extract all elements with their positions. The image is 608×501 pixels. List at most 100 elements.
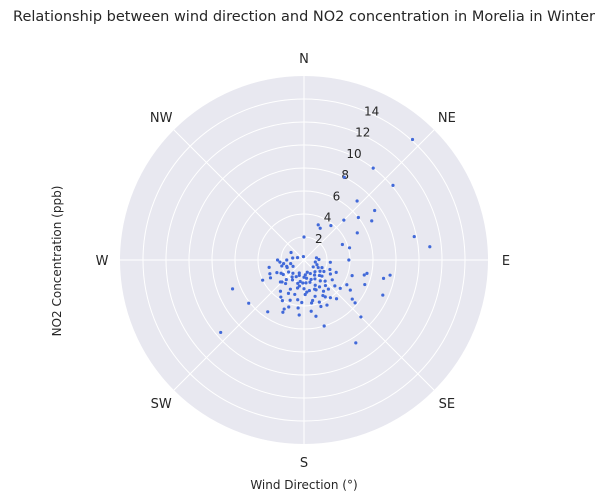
data-point bbox=[388, 273, 392, 277]
data-point bbox=[268, 276, 273, 280]
data-point bbox=[323, 279, 327, 283]
data-point bbox=[410, 137, 415, 142]
data-point bbox=[340, 242, 344, 247]
direction-label-ne: NE bbox=[438, 111, 456, 126]
data-point bbox=[333, 284, 337, 288]
data-point bbox=[330, 278, 334, 282]
data-point bbox=[297, 313, 301, 317]
data-point bbox=[302, 287, 306, 291]
direction-label-w: W bbox=[96, 254, 109, 269]
data-point bbox=[328, 267, 332, 272]
data-point bbox=[288, 287, 292, 291]
data-point bbox=[328, 260, 332, 264]
data-point bbox=[391, 183, 395, 187]
data-point bbox=[350, 297, 354, 301]
data-point bbox=[309, 309, 313, 313]
data-point bbox=[313, 287, 317, 291]
data-point bbox=[342, 218, 346, 222]
data-point bbox=[297, 271, 301, 275]
data-point bbox=[312, 273, 317, 277]
data-point bbox=[296, 306, 300, 310]
data-point bbox=[317, 257, 321, 262]
data-point bbox=[317, 300, 321, 304]
data-point bbox=[320, 266, 324, 270]
x-axis-label: Wind Direction (°) bbox=[250, 478, 357, 492]
data-point bbox=[297, 273, 301, 277]
data-point bbox=[275, 258, 280, 262]
grid bbox=[120, 76, 488, 444]
data-point bbox=[355, 199, 359, 203]
chart-title: Relationship between wind direction and … bbox=[13, 9, 595, 25]
data-point bbox=[268, 272, 272, 276]
data-point bbox=[318, 269, 322, 273]
data-point bbox=[288, 298, 292, 302]
data-point bbox=[359, 315, 363, 319]
r-tick-label: 6 bbox=[333, 189, 341, 203]
data-point bbox=[285, 258, 289, 262]
data-point bbox=[297, 284, 302, 288]
data-point bbox=[311, 298, 315, 303]
data-point bbox=[278, 280, 283, 284]
data-point bbox=[347, 246, 352, 250]
data-point bbox=[317, 285, 322, 289]
data-point bbox=[365, 271, 369, 275]
data-point bbox=[321, 289, 326, 293]
data-point bbox=[301, 281, 305, 285]
data-point bbox=[326, 287, 330, 291]
y-axis-label: NO2 Concentration (ppb) bbox=[50, 186, 64, 337]
data-point bbox=[286, 270, 291, 274]
data-point bbox=[286, 291, 291, 295]
data-point bbox=[323, 295, 327, 299]
data-point bbox=[230, 287, 235, 291]
data-point bbox=[303, 292, 307, 297]
data-point bbox=[329, 223, 333, 228]
data-point bbox=[313, 270, 317, 274]
data-point bbox=[338, 286, 342, 290]
data-point bbox=[278, 289, 283, 293]
data-point bbox=[280, 264, 284, 268]
grid-spoke-315 bbox=[173, 129, 305, 261]
data-point bbox=[322, 324, 326, 328]
data-point bbox=[381, 276, 386, 280]
data-point bbox=[350, 274, 354, 278]
data-point bbox=[318, 226, 322, 230]
data-point bbox=[347, 258, 351, 262]
data-point bbox=[412, 234, 416, 239]
data-point bbox=[282, 307, 286, 311]
direction-label-s: S bbox=[300, 456, 308, 471]
data-point bbox=[303, 273, 307, 277]
data-point bbox=[287, 305, 291, 309]
data-point bbox=[305, 270, 309, 274]
data-point bbox=[362, 273, 366, 277]
data-point bbox=[282, 261, 286, 266]
data-point bbox=[334, 297, 339, 301]
data-point bbox=[266, 310, 270, 314]
r-tick-label: 14 bbox=[364, 104, 379, 118]
data-point bbox=[320, 274, 324, 278]
data-point bbox=[311, 265, 315, 269]
direction-label-nw: NW bbox=[150, 111, 173, 126]
data-point bbox=[296, 298, 300, 302]
data-point bbox=[285, 265, 289, 270]
data-point bbox=[328, 296, 332, 300]
data-point bbox=[296, 281, 300, 285]
data-point bbox=[317, 273, 322, 278]
direction-label-sw: SW bbox=[151, 397, 172, 412]
data-point bbox=[325, 303, 329, 307]
data-point bbox=[301, 255, 306, 259]
data-point bbox=[334, 270, 338, 274]
data-point bbox=[308, 280, 312, 284]
data-point bbox=[305, 290, 309, 294]
data-point bbox=[291, 256, 295, 260]
data-point bbox=[321, 293, 325, 298]
data-point bbox=[284, 278, 288, 282]
data-point bbox=[291, 264, 295, 268]
data-point bbox=[281, 310, 285, 314]
data-point bbox=[322, 269, 326, 274]
direction-label-n: N bbox=[299, 52, 309, 67]
data-point bbox=[279, 295, 283, 299]
data-point bbox=[304, 276, 309, 280]
data-point bbox=[313, 260, 317, 264]
data-point bbox=[354, 341, 358, 345]
